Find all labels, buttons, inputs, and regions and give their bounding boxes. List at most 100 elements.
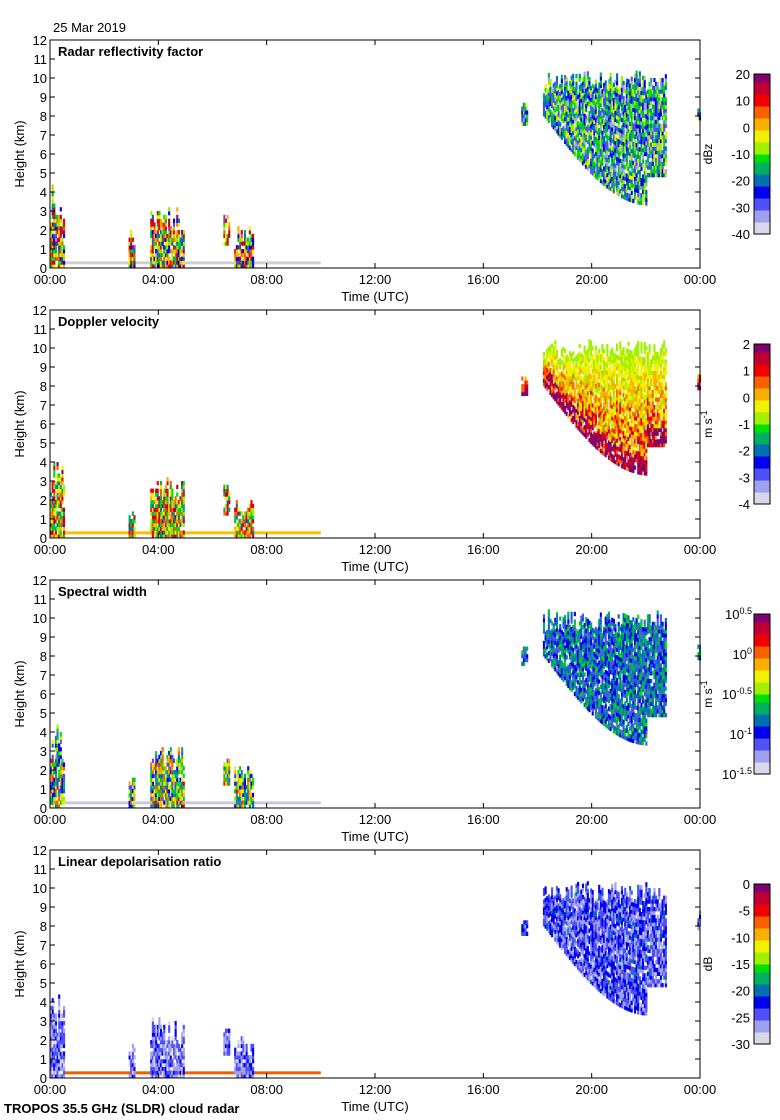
echo-pixel [642,452,645,457]
echo-pixel [179,519,182,524]
echo-pixel [565,388,568,394]
echo-pixel [656,420,659,425]
echo-pixel [635,161,638,167]
echo-pixel [630,445,633,450]
echo-pixel [577,421,580,426]
echo-pixel [237,770,240,775]
echo-pixel [614,429,617,434]
echo-pixel [155,792,158,798]
echo-pixel [601,370,604,375]
echo-pixel [619,436,622,441]
echo-pixel [580,394,583,400]
echo-pixel [542,363,546,368]
echo-pixel [554,81,557,86]
echo-pixel [622,126,625,131]
echo-pixel [594,391,598,396]
echo-pixel [625,97,628,102]
echo-pixel [580,128,583,134]
echo-pixel [616,423,619,428]
echo-pixel [596,175,599,181]
echo-pixel [54,249,57,254]
echo-pixel [585,385,588,390]
echo-pixel [653,150,656,155]
echo-pixel [56,534,59,539]
echo-pixel [646,408,650,414]
echo-pixel [226,503,229,509]
echo-pixel [616,160,619,166]
echo-pixel [664,112,667,117]
echo-pixel [646,112,650,117]
echo-pixel [228,773,231,779]
echo-pixel [593,412,596,417]
echo-pixel [179,252,182,258]
echo-pixel [646,405,650,410]
y-tick-label: 7 [40,398,47,413]
echo-pixel [159,773,163,779]
echo-pixel [620,418,624,423]
echo-pixel [224,492,228,497]
echo-pixel [567,413,570,419]
echo-pixel [650,431,653,436]
echo-pixel [611,96,614,101]
echo-pixel [640,105,643,111]
y-tick-label: 10 [33,341,47,356]
echo-pixel [614,163,617,168]
echo-pixel [59,789,62,794]
colorbar-segment [754,404,770,409]
echo-pixel [659,131,663,136]
echo-pixel [130,796,133,801]
echo-pixel [554,351,557,356]
echo-pixel [131,519,134,524]
echo-pixel [619,113,622,118]
echo-pixel [599,369,602,374]
echo-pixel [588,388,591,393]
echo-pixel [133,804,136,809]
echo-pixel [234,256,237,261]
echo-pixel [63,781,66,786]
echo-pixel [58,256,61,261]
echo-pixel [172,260,176,265]
echo-pixel [155,777,158,782]
echo-pixel [607,383,611,388]
echo-pixel [616,88,619,93]
echo-pixel [51,237,54,242]
echo-pixel [594,398,598,404]
echo-pixel [169,777,172,782]
echo-pixel [247,252,250,258]
echo-pixel [645,178,648,183]
echo-pixel [588,80,591,85]
echo-pixel [640,120,643,126]
echo-pixel [614,357,617,362]
echo-pixel [547,377,550,382]
echo-pixel [166,781,169,786]
echo-pixel [247,249,250,254]
echo-pixel [648,154,651,159]
echo-pixel [619,447,622,453]
echo-pixel [607,413,611,419]
echo-pixel [609,110,612,116]
echo-pixel [617,176,620,182]
echo-pixel [583,379,586,384]
echo-pixel [581,408,585,413]
echo-pixel [588,88,591,93]
echo-pixel [575,126,578,132]
echo-pixel [612,189,615,194]
echo-pixel [590,124,593,129]
echo-pixel [174,785,177,790]
echo-pixel [643,148,646,153]
echo-pixel [580,402,583,407]
echo-pixel [575,393,578,398]
echo-pixel [596,137,599,143]
echo-pixel [611,180,614,185]
echo-pixel [624,378,627,383]
echo-pixel [627,98,630,103]
echo-pixel [164,511,167,516]
echo-pixel [171,256,174,261]
echo-pixel [643,467,646,472]
echo-pixel [664,97,667,102]
echo-pixel [179,500,182,505]
echo-pixel [570,398,573,404]
echo-pixel [158,777,161,782]
echo-pixel [609,350,612,355]
echo-pixel [586,432,589,437]
